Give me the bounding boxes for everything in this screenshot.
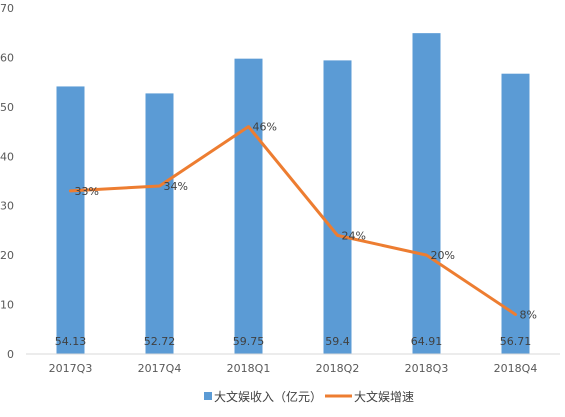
x-tick-label: 2017Q3 <box>49 362 93 375</box>
line-value-label: 46% <box>253 121 277 134</box>
y-tick-label: 10 <box>0 299 14 312</box>
x-tick-label: 2018Q1 <box>227 362 271 375</box>
legend: 大文娱收入（亿元） 大文娱增速 <box>204 389 414 404</box>
line-value-label: 33% <box>75 185 99 198</box>
line-value-label: 34% <box>164 180 188 193</box>
bar-value-label: 52.72 <box>144 335 176 348</box>
y-tick-label: 20 <box>0 249 14 262</box>
growth-line <box>69 125 517 316</box>
y-tick-label: 40 <box>0 150 14 163</box>
bar-value-label: 56.71 <box>500 335 532 348</box>
x-tick-label: 2018Q3 <box>405 362 449 375</box>
bar <box>234 58 263 355</box>
line-value-label: 8% <box>520 308 537 321</box>
bars <box>56 33 530 355</box>
bar <box>145 93 174 355</box>
x-tick-label: 2017Q4 <box>138 362 182 375</box>
bar-labels: 54.13 52.72 59.75 59.4 64.91 56.71 <box>55 335 532 348</box>
x-axis-labels: 2017Q3 2017Q4 2018Q1 2018Q2 2018Q3 2018Q4 <box>49 362 538 375</box>
y-tick-label: 60 <box>0 51 14 64</box>
y-tick-label: 70 <box>0 2 14 15</box>
legend-line-label: 大文娱增速 <box>354 389 414 404</box>
bar <box>412 33 441 354</box>
bar-value-label: 59.4 <box>325 335 350 348</box>
bar <box>56 86 85 354</box>
x-tick-label: 2018Q4 <box>494 362 538 375</box>
x-tick-label: 2018Q2 <box>316 362 360 375</box>
bar-value-label: 64.91 <box>411 335 443 348</box>
line-value-label: 20% <box>431 249 455 262</box>
y-tick-label: 30 <box>0 200 14 213</box>
line-value-label: 24% <box>342 229 366 242</box>
bar-value-label: 59.75 <box>233 335 265 348</box>
legend-bar-swatch <box>204 392 212 400</box>
y-tick-label: 50 <box>0 101 14 114</box>
bar <box>323 60 352 354</box>
y-tick-label: 0 <box>7 348 14 361</box>
legend-bar-label: 大文娱收入（亿元） <box>214 389 322 404</box>
bar-value-label: 54.13 <box>55 335 87 348</box>
y-axis-labels: 0 10 20 30 40 50 60 70 <box>0 2 14 361</box>
line-labels: 33% 34% 46% 24% 20% 8% <box>75 121 537 322</box>
